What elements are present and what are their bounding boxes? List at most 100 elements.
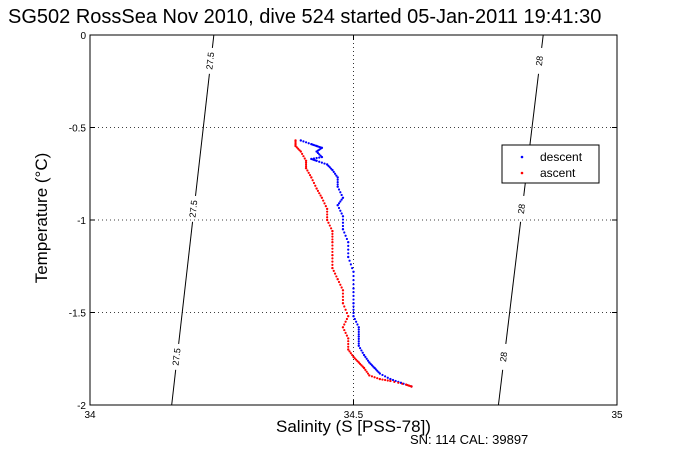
descent-point — [340, 212, 343, 215]
isopycnal-line — [211, 34, 215, 49]
descent-point — [352, 311, 355, 315]
x-tick-label: 35 — [611, 410, 623, 421]
ascent-point — [389, 379, 392, 383]
ascent-point — [340, 286, 343, 289]
ascent-point — [297, 147, 300, 150]
ascent-point — [336, 278, 339, 281]
descent-point — [327, 164, 330, 167]
ascent-point — [341, 295, 345, 298]
ascent-point — [328, 224, 331, 227]
descent-point — [337, 206, 341, 210]
descent-point — [340, 193, 343, 197]
descent-point — [336, 183, 339, 186]
ascent-point — [384, 378, 387, 382]
ascent-point — [327, 221, 330, 224]
descent-point — [336, 185, 339, 188]
ascent-point — [319, 194, 322, 197]
descent-point — [376, 369, 379, 372]
ascent-point — [341, 289, 345, 292]
descent-point — [320, 161, 323, 164]
ascent-point — [373, 376, 376, 379]
descent-point — [336, 204, 339, 207]
y-tick-label: -1 — [77, 216, 86, 227]
descent-point — [341, 228, 345, 231]
descent-point — [384, 375, 387, 378]
ascent-point — [315, 187, 318, 190]
descent-point — [347, 248, 350, 251]
y-tick-label: -0.5 — [69, 124, 87, 135]
ascent-point — [351, 353, 354, 357]
ascent-point — [331, 253, 334, 257]
ascent-point — [331, 241, 334, 244]
ascent-point — [348, 350, 351, 353]
descent-point — [355, 320, 358, 323]
descent-point — [347, 252, 350, 255]
descent-point — [374, 368, 377, 371]
ascent-point — [303, 157, 306, 160]
descent-point — [352, 305, 355, 308]
ascent-point — [397, 381, 400, 384]
ascent-point — [347, 342, 350, 346]
ascent-point — [341, 302, 345, 305]
isopycnal-label: 28 — [516, 203, 527, 214]
isopycnal-line — [171, 369, 177, 406]
ascent-point — [335, 275, 338, 278]
ascent-point — [331, 263, 334, 266]
ascent-point — [343, 323, 346, 326]
descent-point — [364, 355, 367, 358]
ascent-point — [343, 305, 346, 308]
ascent-point — [349, 352, 352, 355]
ascent-point — [345, 334, 349, 337]
y-tick-label: 0 — [80, 31, 86, 42]
descent-point — [304, 141, 308, 144]
descent-point — [352, 294, 355, 297]
descent-point — [339, 200, 342, 203]
y-axis-label: Temperature (°C) — [32, 152, 51, 284]
ascent-point — [316, 189, 320, 192]
descent-point — [366, 359, 370, 362]
ascent-point — [341, 326, 345, 329]
descent-point — [365, 357, 368, 360]
descent-point — [357, 330, 360, 334]
ascent-point — [401, 382, 404, 385]
descent-point — [336, 176, 339, 179]
ascent-point — [304, 161, 308, 164]
ascent-point — [310, 176, 313, 179]
descent-point — [357, 335, 360, 338]
ascent-point — [331, 238, 334, 241]
descent-point — [352, 302, 355, 305]
descent-point — [318, 156, 321, 159]
descent-point — [331, 168, 334, 172]
ascent-point — [325, 218, 329, 222]
ascent-point — [312, 181, 316, 185]
ascent-point — [304, 167, 308, 170]
descent-point — [352, 291, 355, 294]
isopycnal-lines: 27.5 27.5 27.5 28 28 28 — [171, 34, 545, 406]
descent-point — [361, 351, 364, 354]
descent-point — [341, 224, 345, 228]
x-tick-label: 34.5 — [344, 410, 364, 421]
ascent-point — [339, 283, 342, 286]
descent-point — [389, 377, 392, 381]
descent-point — [328, 166, 331, 169]
descent-point — [335, 174, 338, 177]
ascent-point — [337, 280, 341, 284]
ascent-point — [376, 377, 379, 380]
ascent-point — [345, 317, 349, 321]
descent-point — [332, 170, 335, 173]
ascent-point — [343, 328, 346, 332]
ascent-point — [311, 179, 314, 182]
ascent-point — [322, 199, 325, 202]
descent-point — [391, 378, 395, 382]
descent-point — [347, 255, 350, 259]
isopycnal-line — [497, 369, 504, 406]
ascent-point — [333, 272, 337, 275]
descent-point — [357, 342, 360, 345]
ascent-point — [295, 146, 298, 149]
ascent-point — [410, 385, 413, 388]
descent-point — [378, 372, 382, 375]
isopycnal-line — [505, 221, 522, 345]
descent-point — [318, 153, 321, 156]
ascent-point — [347, 345, 350, 348]
